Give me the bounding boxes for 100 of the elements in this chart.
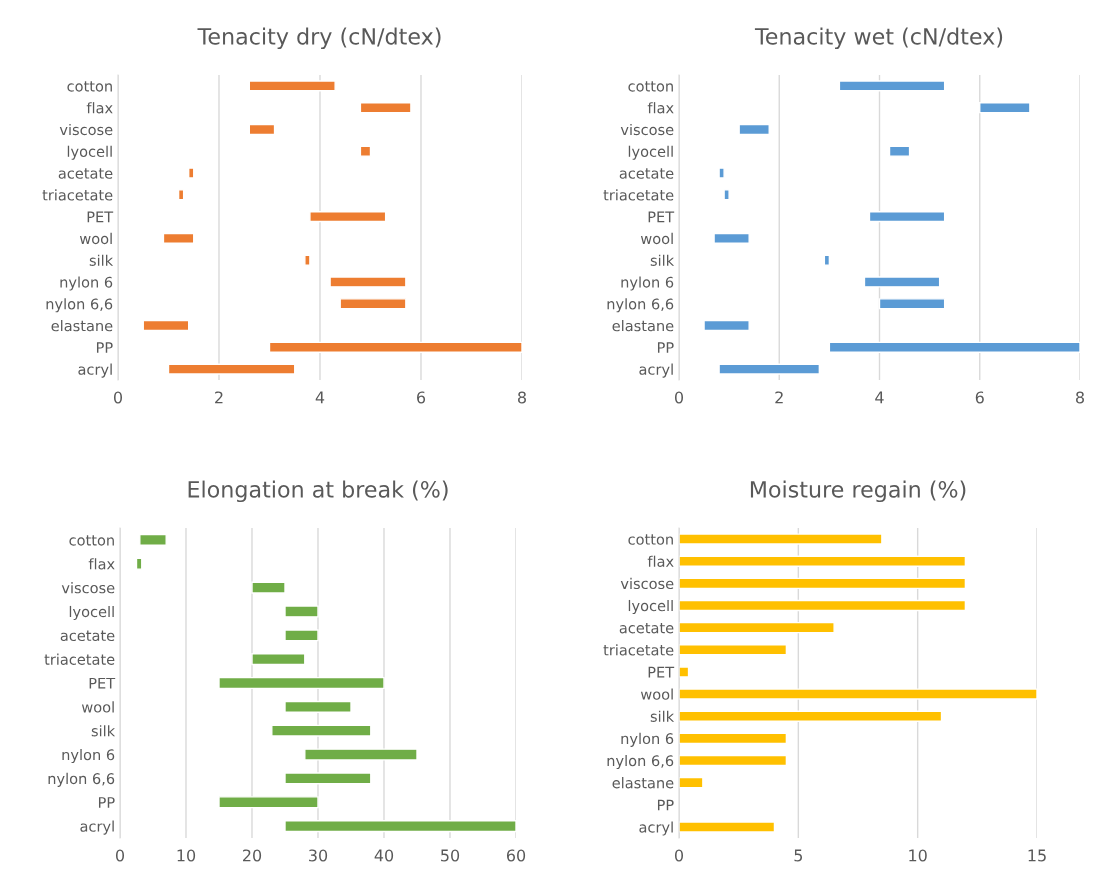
y-tick-label: nylon 6,6 (46, 298, 113, 313)
y-tick-label: viscose (620, 123, 674, 136)
bar (838, 80, 946, 92)
y-tick-label: PET (87, 211, 114, 223)
y-tick-label: silk (650, 710, 675, 722)
bar (878, 298, 946, 310)
x-tick-label: 60 (506, 849, 526, 862)
bar (679, 577, 967, 590)
bar (679, 776, 704, 789)
x-tick-label: 20 (243, 849, 262, 862)
bar (679, 644, 788, 656)
bar (218, 796, 319, 809)
y-tick-label: PP (98, 797, 115, 808)
bar (251, 653, 306, 666)
y-tick-label: viscose (59, 123, 113, 136)
y-tick-label: viscose (620, 577, 674, 590)
y-tick-label: PP (657, 342, 674, 353)
y-tick-label: silk (89, 254, 114, 266)
y-tick-label: acetate (60, 630, 115, 642)
bar (218, 676, 385, 690)
bar (828, 341, 1080, 353)
y-tick-label: nylon 6,6 (48, 772, 115, 787)
bar (359, 102, 412, 114)
bar (188, 167, 195, 179)
y-tick-label: wool (640, 688, 673, 700)
bar (339, 298, 407, 310)
bar (142, 319, 190, 332)
chart-title: Elongation at break (%) (188, 480, 448, 503)
x-tick-label: 6 (417, 391, 426, 404)
y-tick-label: PET (648, 666, 675, 678)
bar (718, 363, 821, 375)
x-tick-label: 40 (374, 849, 394, 862)
bar (309, 211, 387, 223)
bar (135, 557, 143, 570)
x-tick-label: 10 (177, 849, 196, 862)
bar (177, 189, 185, 201)
bar (167, 363, 296, 375)
y-tick-label: nylon 6 (62, 749, 115, 764)
y-tick-label: viscose (61, 582, 115, 594)
y-tick-label: flax (86, 102, 113, 114)
y-tick-label: acryl (80, 820, 114, 835)
x-tick-label: 0 (674, 391, 684, 404)
bar (284, 629, 319, 642)
x-tick-label: 8 (518, 391, 526, 404)
x-tick-label: 5 (794, 849, 803, 862)
bar (718, 167, 725, 179)
y-tick-label: elastane (51, 320, 113, 332)
y-tick-label: wool (79, 232, 112, 245)
y-tick-label: wool (81, 701, 114, 713)
y-tick-label: cotton (628, 81, 673, 92)
bar (679, 710, 943, 722)
bar (271, 724, 372, 737)
x-tick-label: 15 (1028, 849, 1046, 862)
y-tick-label: triacetate (603, 644, 674, 656)
x-tick-label: 2 (215, 391, 223, 404)
bar (823, 254, 831, 266)
bar (679, 754, 788, 767)
chart-title: Tenacity dry (cN/dtex) (197, 27, 441, 50)
y-tick-label: lyocell (69, 605, 114, 621)
bar (679, 666, 690, 678)
y-tick-label: acetate (619, 168, 674, 179)
bar (868, 211, 946, 223)
x-tick-label: 10 (909, 849, 927, 862)
bar (738, 123, 770, 136)
y-tick-label: PP (657, 799, 674, 811)
y-tick-label: lyocell (628, 599, 673, 615)
y-tick-label: nylon 6 (621, 732, 674, 747)
bar (251, 581, 286, 594)
x-tick-label: 8 (1076, 391, 1084, 404)
x-tick-label: 0 (674, 849, 684, 862)
y-tick-label: acetate (619, 622, 674, 634)
x-tick-label: 6 (975, 391, 984, 404)
y-tick-label: nylon 6 (621, 276, 674, 291)
y-tick-label: PET (89, 677, 116, 689)
bar (713, 232, 750, 244)
x-tick-label: 4 (875, 391, 884, 404)
bar (679, 555, 967, 567)
bar (268, 341, 522, 353)
y-tick-label: triacetate (42, 189, 113, 201)
y-tick-label: elastane (612, 320, 674, 332)
chart-title: Tenacity wet (cN/dtex) (754, 27, 1003, 50)
bar (679, 821, 776, 833)
y-tick-label: flax (88, 558, 115, 570)
chart-title: Moisture regain (%) (750, 480, 966, 503)
y-tick-label: silk (650, 254, 675, 266)
x-tick-label: 0 (115, 849, 125, 862)
y-tick-label: lyocell (67, 145, 112, 160)
bar (863, 276, 941, 288)
bar (139, 533, 167, 546)
y-tick-label: wool (640, 232, 673, 245)
bar (679, 533, 883, 545)
bar (359, 145, 372, 157)
y-tick-label: cotton (628, 534, 673, 545)
y-tick-label: PET (648, 211, 675, 223)
y-tick-label: lyocell (628, 145, 673, 160)
x-tick-label: 50 (441, 849, 460, 862)
x-tick-label: 30 (309, 849, 328, 862)
y-tick-label: cotton (67, 81, 112, 92)
y-tick-label: flax (647, 555, 674, 567)
y-tick-label: PP (96, 342, 113, 353)
